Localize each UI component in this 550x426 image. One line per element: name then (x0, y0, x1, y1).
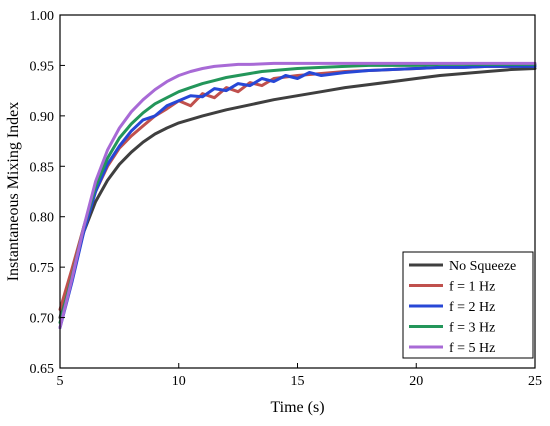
series-line-4 (58, 62, 537, 325)
x-tick-label: 25 (528, 374, 542, 389)
x-axis-label: Time (s) (270, 399, 324, 416)
x-tick-label: 20 (409, 374, 423, 389)
y-tick-label: 0.70 (30, 312, 55, 327)
y-tick-label: 0.65 (30, 362, 55, 377)
x-tick-label: 10 (172, 374, 186, 389)
series-line-5 (58, 61, 537, 330)
y-tick-label: 0.80 (30, 211, 55, 226)
y-tick-label: 1.00 (30, 9, 55, 24)
y-tick-label: 0.85 (30, 160, 55, 175)
legend: No Squeeze f = 1 Hz f = 2 Hz f = 3 Hz f = 5 … (402, 251, 534, 359)
series-line-1 (58, 67, 537, 320)
series-line-3 (58, 64, 537, 330)
ticks-layer: 5 10 15 20 25 0.65 0.70 0.75 0.80 0.85 0.90 0.95 1.0… (30, 9, 543, 389)
y-tick-label: 0.75 (30, 261, 55, 276)
x-tick-label: 15 (291, 374, 305, 389)
y-axis-label: Instantaneous Mixing Index (5, 102, 22, 282)
series-layer (58, 61, 537, 330)
x-tick-label: 5 (57, 374, 64, 389)
legend-label: No Squeeze (449, 259, 516, 274)
legend-label: f = 3 Hz (449, 321, 495, 336)
legend-label: f = 5 Hz (449, 341, 495, 356)
legend-label: f = 1 Hz (449, 280, 495, 295)
y-tick-label: 0.95 (30, 59, 55, 74)
y-tick-label: 0.90 (30, 110, 55, 125)
legend-label: f = 2 Hz (449, 300, 495, 315)
